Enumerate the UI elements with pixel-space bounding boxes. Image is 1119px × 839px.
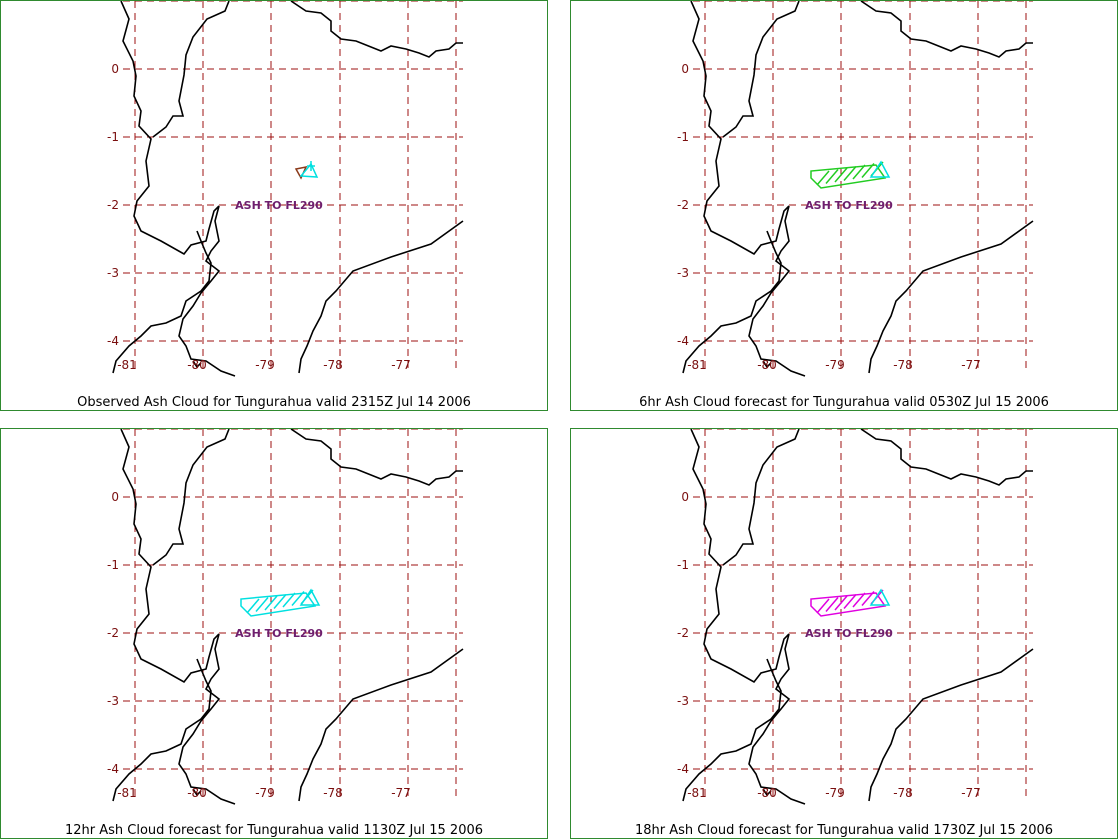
ash-cloud — [240, 588, 321, 617]
lon-tick-label: -77 — [961, 786, 981, 800]
lon-tick-label: -77 — [961, 358, 981, 372]
lon-tick-label: -81 — [687, 358, 707, 372]
ash-cloud — [810, 588, 891, 617]
map-18hr: 0 -1 -2 -3 -4 -81 -80 -79 -78 -77 ASH TO FL290 — [677, 429, 1034, 805]
lat-lon-grid — [693, 429, 1033, 801]
lat-tick-label: -4 — [677, 762, 689, 776]
ash-height-label: ASH TO FL290 — [235, 627, 323, 640]
lon-tick-label: -79 — [255, 786, 275, 800]
lat-tick-label: -3 — [677, 266, 689, 280]
lat-tick-label: -1 — [107, 558, 119, 572]
lat-lon-grid — [123, 429, 463, 801]
lon-tick-label: -81 — [117, 358, 137, 372]
lon-tick-label: -77 — [391, 786, 411, 800]
lat-tick-label: 0 — [681, 490, 689, 504]
map-observed: 0 -1 -2 -3 -4 -81 -80 -79 -78 -77 ASH TO FL290 — [107, 1, 464, 377]
lat-tick-label: -4 — [107, 762, 119, 776]
coastline — [112, 1, 464, 377]
ash-cloud — [810, 160, 891, 189]
lat-tick-label: -1 — [677, 130, 689, 144]
panel-18hr: 0 -1 -2 -3 -4 -81 -80 -79 -78 -77 ASH TO FL290 18h… — [570, 428, 1118, 839]
panel-observed: 0 -1 -2 -3 -4 -81 -80 -79 -78 -77 ASH TO FL290 Obs… — [0, 0, 548, 411]
lon-tick-label: -81 — [687, 786, 707, 800]
lon-tick-label: -79 — [825, 786, 845, 800]
lat-tick-label: 0 — [681, 62, 689, 76]
coastline — [682, 1, 1034, 377]
lat-tick-label: -4 — [677, 334, 689, 348]
lon-tick-label: -78 — [893, 358, 913, 372]
lat-tick-label: -4 — [107, 334, 119, 348]
lat-tick-label: 0 — [111, 62, 119, 76]
lon-tick-label: -78 — [323, 358, 343, 372]
lat-tick-label: -1 — [107, 130, 119, 144]
coastline — [112, 429, 464, 805]
panel-6hr: 0 -1 -2 -3 -4 -81 -80 -79 -78 -77 ASH TO FL290 6hr… — [570, 0, 1118, 411]
lon-tick-label: -80 — [757, 358, 777, 372]
lat-lon-grid — [693, 1, 1033, 373]
lon-tick-label: -80 — [187, 786, 207, 800]
panel-12hr: 0 -1 -2 -3 -4 -81 -80 -79 -78 -77 ASH TO FL290 12h… — [0, 428, 548, 839]
ash-cloud — [294, 161, 319, 180]
panel-title: 6hr Ash Cloud forecast for Tungurahua va… — [639, 395, 1049, 410]
lon-tick-label: -79 — [825, 358, 845, 372]
lat-lon-grid — [123, 1, 463, 373]
lon-tick-label: -80 — [757, 786, 777, 800]
lon-tick-label: -80 — [187, 358, 207, 372]
lat-tick-label: -2 — [107, 626, 119, 640]
lat-tick-label: -2 — [677, 626, 689, 640]
lat-tick-label: -3 — [107, 694, 119, 708]
panel-title: 18hr Ash Cloud forecast for Tungurahua v… — [634, 823, 1054, 838]
map-6hr: 0 -1 -2 -3 -4 -81 -80 -79 -78 -77 ASH TO FL290 — [677, 1, 1034, 377]
panel-title: Observed Ash Cloud for Tungurahua valid … — [77, 395, 471, 410]
lat-tick-label: -2 — [107, 198, 119, 212]
ash-height-label: ASH TO FL290 — [805, 199, 893, 212]
ash-height-label: ASH TO FL290 — [805, 627, 893, 640]
lat-tick-label: -2 — [677, 198, 689, 212]
ash-height-label: ASH TO FL290 — [235, 199, 323, 212]
lon-tick-label: -78 — [323, 786, 343, 800]
lat-tick-label: -3 — [107, 266, 119, 280]
panel-title: 12hr Ash Cloud forecast for Tungurahua v… — [64, 823, 484, 838]
lon-tick-label: -79 — [255, 358, 275, 372]
map-12hr: 0 -1 -2 -3 -4 -81 -80 -79 -78 -77 ASH TO FL290 — [107, 429, 464, 805]
lon-tick-label: -81 — [117, 786, 137, 800]
lon-tick-label: -77 — [391, 358, 411, 372]
lat-tick-label: 0 — [111, 490, 119, 504]
lat-tick-label: -1 — [677, 558, 689, 572]
lon-tick-label: -78 — [893, 786, 913, 800]
coastline — [682, 429, 1034, 805]
lat-tick-label: -3 — [677, 694, 689, 708]
